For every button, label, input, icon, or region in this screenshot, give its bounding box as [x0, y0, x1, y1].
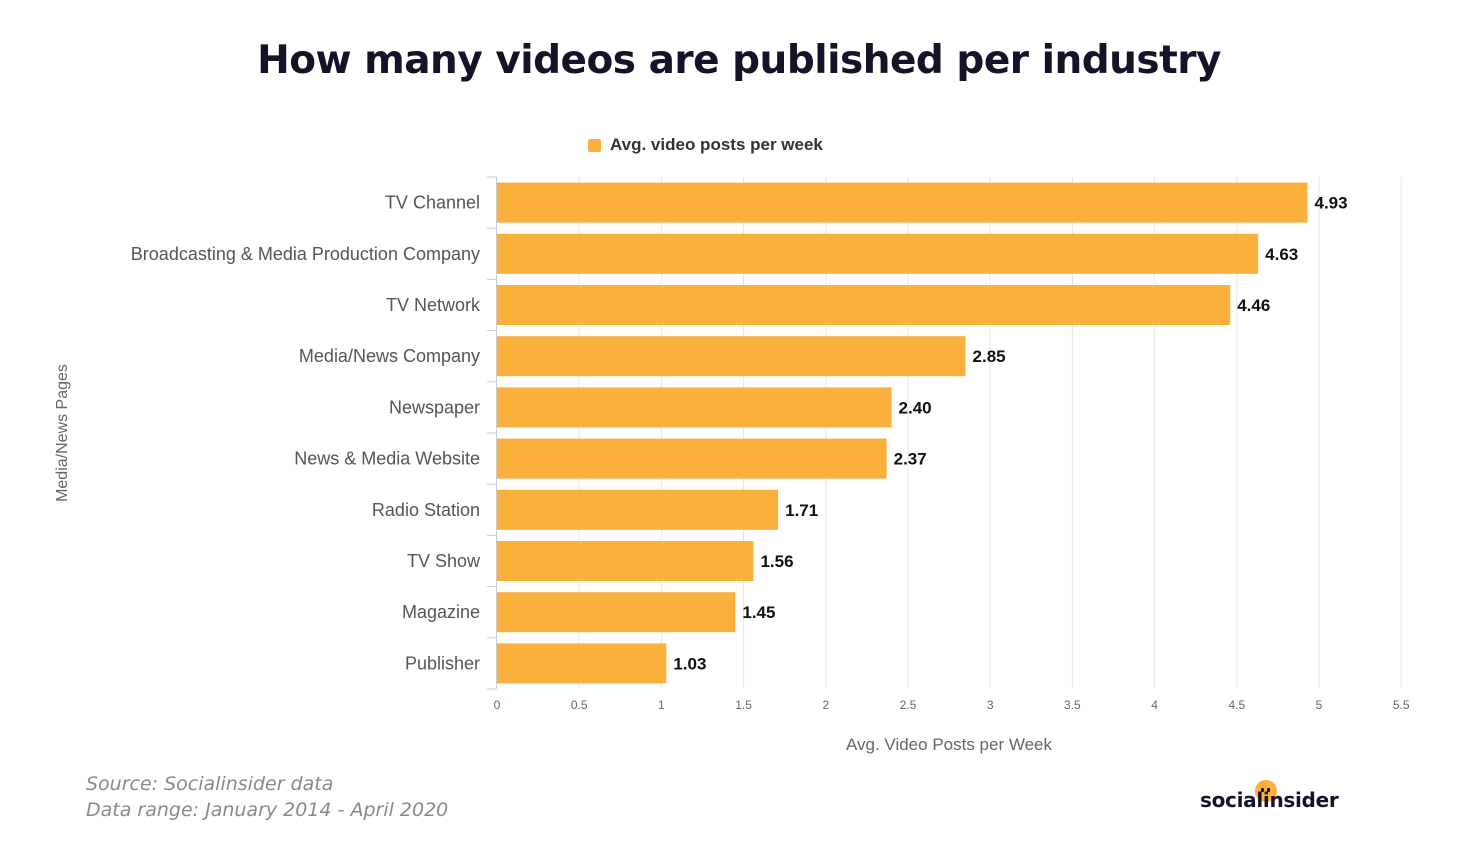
category-label: Broadcasting & Media Production Company	[131, 244, 480, 264]
source-note: Source: Socialinsider data Data range: J…	[86, 771, 448, 823]
y-axis-title: Media/News Pages	[54, 364, 71, 502]
data-label: 4.46	[1237, 296, 1270, 315]
socialinsider-logo: socialinsider	[1200, 778, 1350, 818]
x-axis-title: Avg. Video Posts per Week	[846, 735, 1053, 754]
data-label: 1.45	[742, 603, 775, 622]
category-label: Magazine	[402, 602, 480, 622]
x-tick-label: 1.5	[735, 698, 752, 712]
category-label: Publisher	[405, 653, 480, 673]
x-tick-label: 5.5	[1393, 698, 1410, 712]
category-label: Newspaper	[389, 397, 480, 417]
bar	[497, 387, 892, 428]
category-label: TV Channel	[385, 193, 480, 213]
x-tick-label: 5	[1316, 698, 1323, 712]
data-label: 2.37	[894, 450, 927, 469]
data-label: 1.56	[760, 552, 793, 571]
legend-label: Avg. video posts per week	[610, 135, 823, 154]
bar	[497, 336, 966, 377]
x-tick-label: 2	[822, 698, 829, 712]
data-range-line: Data range: January 2014 - April 2020	[86, 799, 449, 821]
source-line: Source: Socialinsider data	[86, 773, 334, 795]
logo-face-icon	[1255, 780, 1277, 802]
bar	[497, 541, 754, 581]
x-tick-label: 3	[987, 698, 994, 712]
bar	[497, 233, 1259, 274]
bar	[497, 438, 887, 479]
legend: Avg. video posts per week	[588, 135, 823, 155]
x-tick-label: 2.5	[900, 698, 917, 712]
x-tick-label: 0.5	[571, 698, 588, 712]
data-label: 1.03	[673, 654, 706, 673]
bar	[497, 285, 1231, 325]
bar	[497, 489, 779, 530]
bar	[497, 643, 667, 684]
category-label: TV Show	[407, 551, 481, 571]
data-label: 4.63	[1265, 245, 1298, 264]
x-tick-label: 1	[658, 698, 665, 712]
x-tick-label: 4.5	[1228, 698, 1245, 712]
data-label: 2.40	[899, 398, 932, 417]
category-label: News & Media Website	[294, 449, 480, 469]
legend-swatch	[588, 138, 601, 152]
logo-wordmark: socialinsider	[1200, 788, 1339, 812]
category-label: Media/News Company	[299, 346, 480, 366]
x-tick-label: 4	[1151, 698, 1158, 712]
data-label: 1.71	[785, 501, 818, 520]
data-label: 4.93	[1314, 194, 1347, 213]
category-label: TV Network	[386, 295, 481, 315]
x-tick-label: 3.5	[1064, 698, 1081, 712]
category-label: Radio Station	[372, 500, 480, 520]
chart-title: How many videos are published per indust…	[257, 38, 1221, 83]
bar	[497, 592, 736, 633]
data-label: 2.85	[973, 347, 1006, 366]
x-tick-label: 0	[494, 698, 501, 712]
bar	[497, 182, 1308, 223]
